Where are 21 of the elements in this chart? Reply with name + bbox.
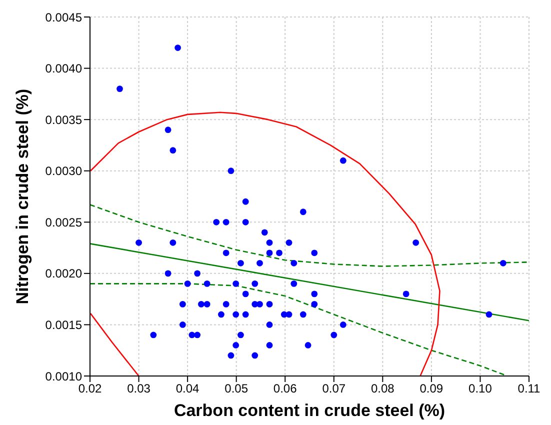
x-tick-label: 0.06 — [273, 382, 298, 396]
y-tick-label: 0.0035 — [45, 112, 82, 127]
x-tick-label: 0.03 — [127, 382, 151, 396]
y-tick-label: 0.0025 — [45, 215, 82, 230]
y-tick-label: 0.0015 — [45, 318, 82, 332]
y-tick-label: 0.0020 — [45, 266, 82, 281]
x-tick-label: 0.08 — [370, 382, 395, 396]
y-tick-label: 0.0010 — [45, 369, 82, 384]
x-tick-label: 0.05 — [224, 382, 248, 396]
x-tick-label: 0.09 — [420, 382, 444, 396]
y-axis-title: Nitrogen in crude steel (%) — [13, 88, 32, 304]
x-axis-title: Carbon content in crude steel (%) — [174, 401, 446, 420]
x-tick-label: 0.04 — [176, 382, 200, 396]
x-tick-label: 0.11 — [518, 382, 541, 396]
y-tick-label: 0.0030 — [45, 164, 82, 178]
line-series — [90, 204, 529, 267]
y-tick-label: 0.0040 — [45, 62, 82, 76]
y-tick-label: 0.0045 — [45, 10, 82, 24]
x-tick-label: 0.02 — [78, 382, 102, 396]
x-tick-label: 0.07 — [322, 382, 346, 396]
x-tick-label: 0.10 — [468, 382, 492, 396]
